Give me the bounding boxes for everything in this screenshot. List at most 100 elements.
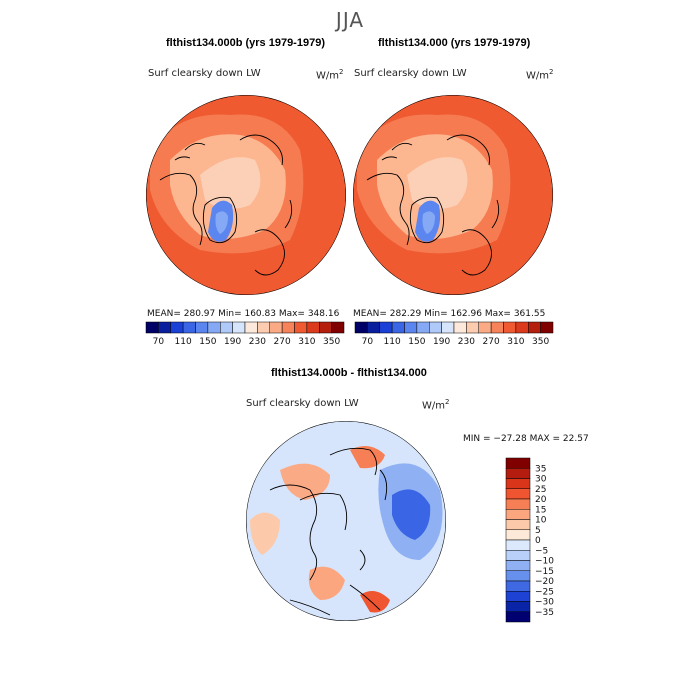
colorbar-diff-tick-label: −25: [535, 587, 554, 597]
colorbar-diff-swatch: [505, 601, 531, 612]
colorbar-right-swatch: [416, 321, 430, 334]
map-left-coastlines: [159, 134, 293, 276]
colorbar-left-swatch: [182, 321, 196, 334]
colorbar-diff-swatch: [505, 509, 531, 520]
colorbar-right-swatch: [490, 321, 504, 334]
panel-right-title: flthist134.000 (yrs 1979-1979): [378, 37, 531, 49]
colorbar-right-swatch: [515, 321, 529, 334]
colorbar-left-swatch: [220, 321, 233, 334]
colorbar-left-tick-label: 110: [175, 337, 192, 347]
colorbar-right-swatch: [478, 321, 492, 334]
colorbar-right-swatch: [391, 321, 405, 334]
map-diff: [246, 421, 446, 621]
colorbar-diff-tick-label: −5: [535, 546, 548, 556]
colorbar-diff-tick-label: 15: [535, 505, 546, 515]
panel-left-units: W/m2: [316, 68, 344, 82]
colorbar-right-swatch: [503, 321, 517, 334]
colorbar-left-swatch: [158, 321, 171, 334]
colorbar-diff-tick-label: −10: [535, 557, 554, 567]
colorbar-diff-swatch: [505, 529, 531, 541]
panel-right-variable-label: Surf clearsky down LW: [354, 68, 467, 79]
colorbar-left-swatch: [257, 321, 270, 334]
colorbar-right-tick-label: 70: [362, 337, 374, 347]
colorbar-left: 70 110 150 190 230 270 310 350: [145, 321, 345, 347]
colorbar-diff-tick-label: −20: [535, 577, 554, 587]
panel-diff-title: flthist134.000b - flthist134.000: [271, 367, 427, 379]
colorbar-diff-tick-label: 0: [535, 536, 541, 546]
colorbar-left-tick-label: 230: [249, 337, 266, 347]
colorbar-right-swatch: [441, 321, 455, 334]
colorbar-right-tick-label: 150: [408, 337, 425, 347]
map-right: [353, 95, 553, 295]
colorbar-diff-swatch: [505, 457, 531, 469]
season-title: JJA: [335, 8, 365, 32]
panel-left-variable-label: Surf clearsky down LW: [148, 68, 261, 79]
colorbar-diff-tick-label: 5: [535, 526, 541, 536]
colorbar-right-swatch: [379, 321, 393, 334]
panel-right-stats: MEAN= 282.29 Min= 162.96 Max= 361.55: [353, 309, 546, 319]
colorbar-left-swatch: [306, 321, 320, 334]
map-right-greenland-core: [422, 211, 435, 234]
colorbar-left-tick-label: 70: [153, 337, 165, 347]
colorbar-left-tick-label: 310: [298, 337, 315, 347]
colorbar-right: 70 110 150 190 230 270 310 350: [354, 321, 554, 347]
map-diff-coastlines: [269, 447, 388, 616]
panel-diff-units: W/m2: [422, 398, 450, 412]
colorbar-diff-swatch: [505, 591, 531, 602]
colorbar-diff-swatch: [505, 488, 531, 500]
map-diff-pos-south: [308, 566, 345, 600]
colorbar-diff-swatch: [505, 611, 531, 623]
colorbar-right-tick-label: 190: [433, 337, 450, 347]
map-right-coastlines: [366, 134, 500, 276]
colorbar-left-swatch: [232, 321, 246, 334]
colorbar-right-tick-label: 230: [458, 337, 475, 347]
colorbar-diff-swatch: [505, 539, 531, 551]
colorbar-left-swatch: [319, 321, 332, 334]
colorbar-diff-swatch: [505, 570, 531, 582]
colorbar-diff-swatch: [505, 560, 531, 571]
panel-diff-variable-label: Surf clearsky down LW: [246, 398, 359, 409]
colorbar-diff-tick-label: 10: [535, 516, 547, 526]
colorbar-diff-swatch: [505, 498, 531, 510]
colorbar-right-swatch: [367, 321, 380, 334]
colorbar-diff-tick-label: 35: [535, 464, 546, 474]
panel-diff-stats: MIN = −27.28 MAX = 22.57: [463, 434, 589, 444]
colorbar-left-swatch: [331, 321, 345, 334]
colorbar-right-tick-label: 350: [532, 337, 549, 347]
colorbar-right-swatch: [453, 321, 467, 334]
panel-left-stats: MEAN= 280.97 Min= 160.83 Max= 348.16: [147, 309, 340, 319]
map-diff-pos-southeast: [360, 591, 390, 613]
colorbar-diff-tick-label: −15: [535, 567, 554, 577]
colorbar-diff-swatch: [505, 580, 531, 592]
colorbar-left-tick-label: 190: [224, 337, 241, 347]
map-left-greenland-core: [215, 211, 228, 234]
colorbar-diff-tick-label: 20: [535, 495, 547, 505]
colorbar-right-swatch: [528, 321, 541, 334]
map-left: [146, 95, 346, 295]
map-diff-pos-field: [280, 463, 330, 500]
colorbar-left-swatch: [195, 321, 209, 334]
panel-right-units: W/m2: [526, 68, 554, 82]
colorbar-diff-swatch: [505, 468, 531, 479]
panel-left-title: flthist134.000b (yrs 1979-1979): [166, 37, 325, 49]
colorbar-left-swatch: [207, 321, 221, 334]
colorbar-diff-tick-label: −30: [535, 598, 554, 608]
colorbar-right-swatch: [466, 321, 479, 334]
colorbar-left-swatch: [269, 321, 283, 334]
map-diff-pos-west: [250, 512, 280, 555]
colorbar-right-swatch: [404, 321, 418, 334]
colorbar-diff-swatch: [505, 550, 531, 561]
colorbar-left-swatch: [294, 321, 308, 334]
colorbar-left-tick-label: 150: [199, 337, 216, 347]
colorbar-diff-swatch: [505, 519, 531, 530]
colorbar-right-tick-label: 110: [384, 337, 401, 347]
colorbar-diff-tick-label: 25: [535, 485, 546, 495]
colorbar-left-swatch: [170, 321, 184, 334]
colorbar-right-swatch: [429, 321, 442, 334]
colorbar-left-tick-label: 350: [323, 337, 340, 347]
colorbar-diff-swatch: [505, 478, 531, 489]
colorbar-right-swatch: [540, 321, 554, 334]
colorbar-right-tick-label: 270: [483, 337, 500, 347]
